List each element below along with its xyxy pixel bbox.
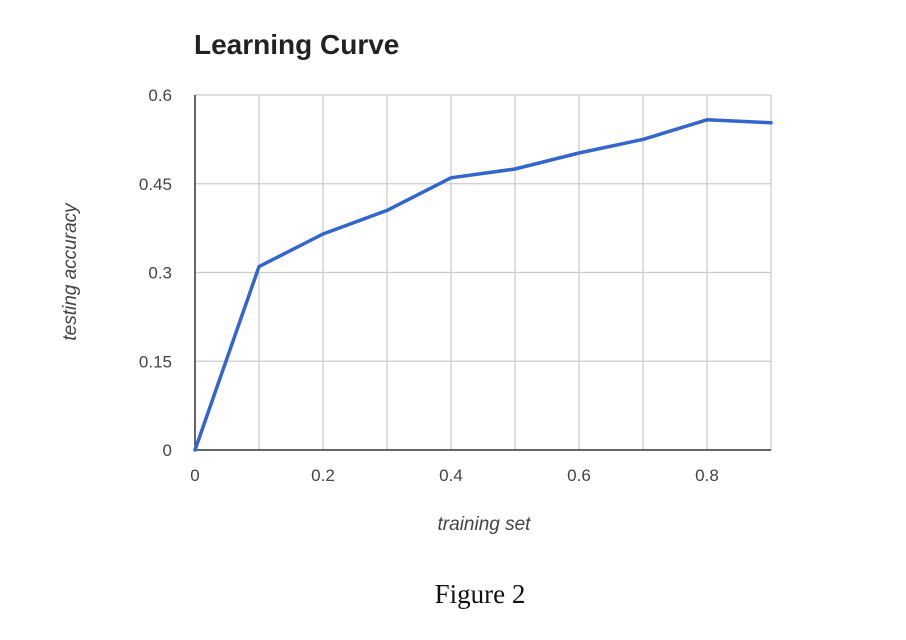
x-tick-label: 0.8: [695, 466, 719, 485]
x-tick-label: 0.4: [439, 466, 463, 485]
data-point: [577, 151, 581, 155]
y-tick-label: 0.6: [148, 86, 172, 105]
x-axis-label: training set: [438, 514, 532, 535]
chart-title: Learning Curve: [194, 29, 399, 60]
y-axis-label: testing accuracy: [60, 202, 81, 341]
data-point: [449, 176, 453, 180]
axes: [194, 95, 771, 451]
y-tick-label: 0.15: [139, 352, 172, 371]
data-point: [513, 167, 517, 171]
data-point: [769, 121, 773, 125]
data-point: [193, 448, 197, 452]
x-tick-label: 0: [190, 466, 199, 485]
data-point: [705, 118, 709, 122]
x-tick-label: 0.6: [567, 466, 591, 485]
grid-lines: [195, 94, 772, 450]
y-tick-label: 0.3: [148, 264, 172, 283]
figure-caption: Figure 2: [435, 579, 526, 609]
y-tick-label: 0.45: [139, 175, 172, 194]
data-point: [321, 232, 325, 236]
y-tick-label: 0: [163, 441, 172, 460]
data-point: [385, 208, 389, 212]
data-point: [257, 265, 261, 269]
data-point: [641, 137, 645, 141]
tick-labels: 0 0.15 0.3 0.45 0.6 0 0.2 0.4 0.6 0.8: [139, 86, 719, 485]
x-tick-label: 0.2: [311, 466, 335, 485]
series-layer: [193, 118, 773, 452]
series-line: [193, 118, 773, 452]
